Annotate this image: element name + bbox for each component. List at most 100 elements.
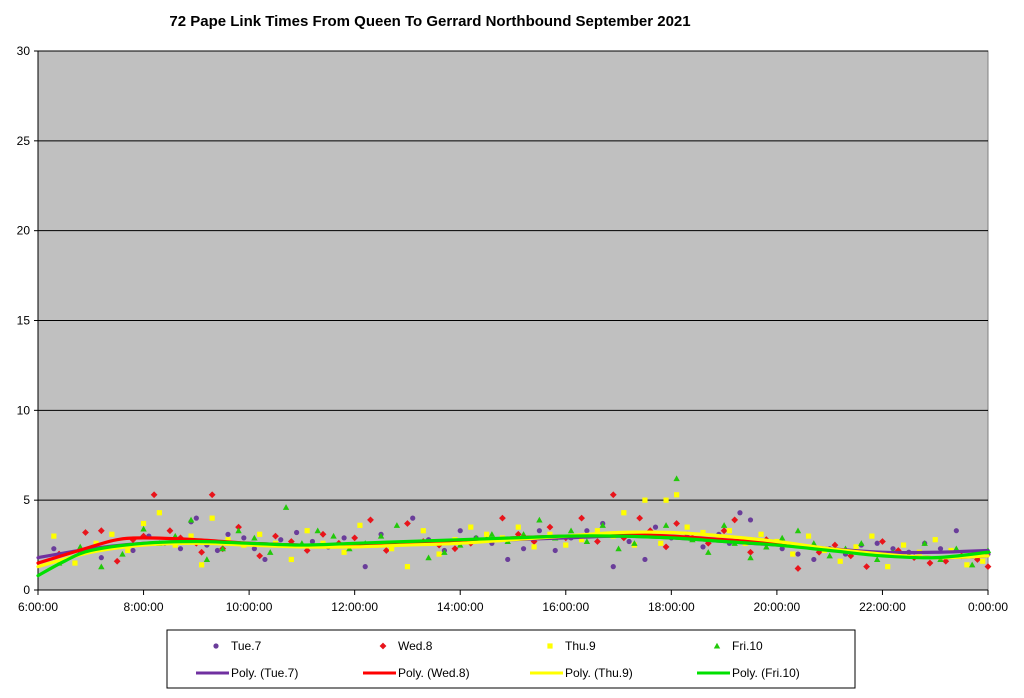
legend-marker <box>547 643 553 649</box>
data-point <box>93 540 99 546</box>
data-point <box>377 532 385 539</box>
data-point <box>720 522 728 528</box>
data-point <box>610 564 616 570</box>
data-point <box>747 517 754 523</box>
data-point <box>673 520 681 527</box>
data-point <box>837 558 843 564</box>
data-point <box>547 531 553 537</box>
data-point <box>187 516 195 523</box>
data-point <box>404 564 411 570</box>
x-tick-label: 12:00:00 <box>331 600 378 614</box>
x-tick-label: 10:00:00 <box>226 600 273 614</box>
data-point <box>674 492 680 498</box>
data-point <box>726 528 732 534</box>
data-point <box>874 540 880 546</box>
data-point <box>937 546 944 552</box>
legend-trend-label: Poly. (Wed.8) <box>398 666 470 680</box>
data-point <box>720 527 728 535</box>
data-point <box>932 537 938 543</box>
data-point <box>198 548 206 556</box>
legend: Tue.7 Poly. (Tue.7) Wed.8 Poly. (Wed.8) Thu.… <box>166 629 856 689</box>
data-point <box>953 545 960 552</box>
data-point <box>113 557 121 565</box>
data-point <box>177 546 184 552</box>
x-tick-label: 8:00:00 <box>124 600 164 614</box>
data-point <box>778 534 786 541</box>
data-point <box>747 548 754 556</box>
data-point <box>98 555 104 561</box>
y-tick-label: 0 <box>23 583 30 597</box>
x-tick-label: 0:00:00 <box>968 600 1008 614</box>
data-point <box>420 528 426 534</box>
data-point <box>795 551 801 557</box>
y-tick-label: 20 <box>17 224 31 238</box>
data-point <box>457 528 463 534</box>
data-point <box>436 551 442 557</box>
data-point <box>700 544 706 550</box>
data-point <box>140 520 147 527</box>
data-point <box>362 564 368 570</box>
data-point <box>599 522 606 528</box>
data-point <box>257 531 263 537</box>
data-point <box>294 529 300 536</box>
data-point <box>737 510 743 516</box>
data-point <box>214 547 221 554</box>
data-point <box>341 535 347 541</box>
data-point <box>964 562 970 568</box>
data-point <box>536 516 543 523</box>
y-tick-label: 25 <box>17 134 31 148</box>
data-point <box>763 543 770 550</box>
data-point <box>869 533 875 539</box>
data-point <box>642 556 648 563</box>
data-point <box>853 544 859 550</box>
data-point <box>451 545 459 553</box>
data-point <box>658 540 664 546</box>
data-point <box>790 551 796 557</box>
data-point <box>626 538 632 545</box>
legend-box <box>166 629 856 689</box>
data-point <box>314 527 321 534</box>
data-point <box>584 528 590 534</box>
data-point <box>425 554 432 561</box>
data-point <box>942 557 950 565</box>
data-point <box>794 565 802 572</box>
data-point <box>251 534 258 541</box>
data-point <box>404 520 411 527</box>
y-tick-label: 10 <box>17 403 31 417</box>
y-tick-label: 5 <box>23 493 30 507</box>
data-point <box>156 510 162 516</box>
data-point <box>520 546 527 552</box>
data-point <box>97 527 105 535</box>
data-point <box>631 540 638 546</box>
data-point <box>705 549 712 555</box>
x-tick-label: 22:00:00 <box>859 600 906 614</box>
data-point <box>140 525 147 532</box>
legend-label: Tue.7 <box>231 639 262 653</box>
data-point <box>662 543 670 551</box>
data-point <box>863 563 871 571</box>
data-point <box>441 549 448 555</box>
data-point <box>662 522 670 528</box>
legend-label: Thu.9 <box>565 639 596 653</box>
data-point <box>330 532 337 539</box>
trend-line-thu-9 <box>36 530 990 569</box>
data-point <box>82 529 89 536</box>
data-point <box>351 534 359 542</box>
data-point <box>583 538 591 545</box>
data-point <box>208 491 216 499</box>
data-point <box>256 552 264 560</box>
data-point <box>109 531 115 537</box>
data-point <box>536 528 542 534</box>
data-point <box>805 533 812 539</box>
y-tick-label: 30 <box>17 44 31 58</box>
trend-line-fri-10 <box>36 534 990 578</box>
data-point <box>546 523 554 531</box>
data-point <box>484 531 490 537</box>
data-point <box>282 504 290 510</box>
data-point <box>515 524 521 530</box>
data-point <box>505 556 511 563</box>
chart-title: 72 Pape Link Times From Queen To Gerrard… <box>169 13 690 30</box>
data-point <box>288 556 294 563</box>
x-tick-label: 6:00:00 <box>18 600 58 614</box>
data-point <box>357 522 363 528</box>
